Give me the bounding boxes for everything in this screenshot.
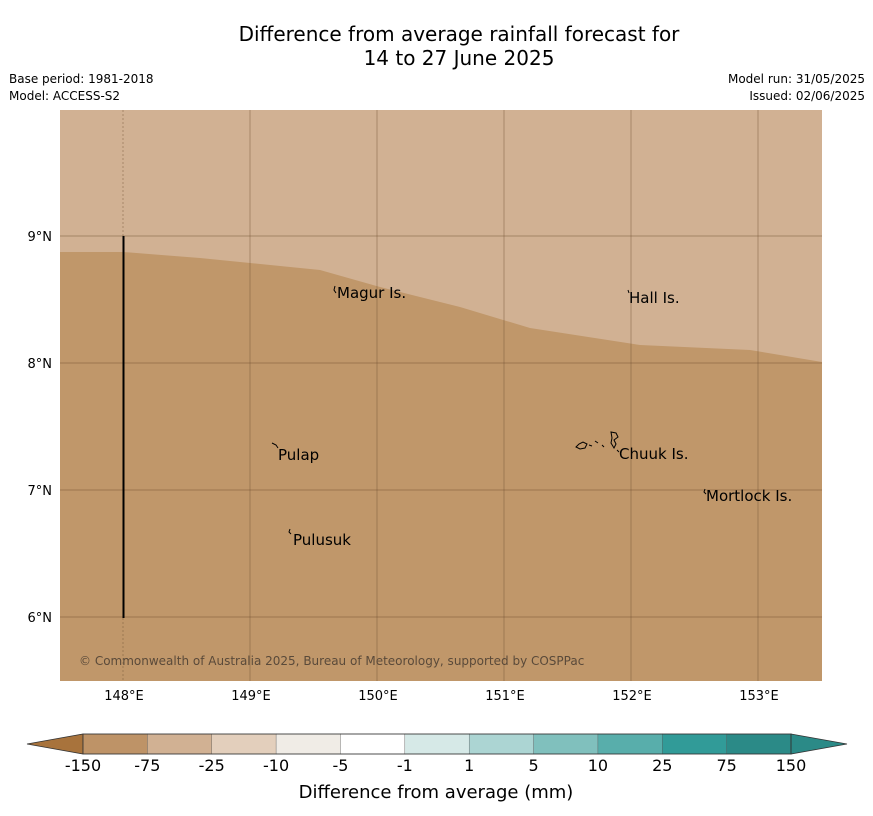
colorbar-segment <box>662 733 728 755</box>
colorbar-tick-label: -75 <box>134 756 160 775</box>
colorbar-tick-label: 75 <box>716 756 736 775</box>
place-label: Mortlock Is. <box>706 487 792 505</box>
chart-title: Difference from average rainfall forecas… <box>0 22 873 70</box>
colorbar-tick-labels: -150 -75 -25 -10 -5 -1 1 5 10 25 75 150 <box>65 756 806 775</box>
colorbar-segment <box>82 733 149 755</box>
colorbar-segment <box>211 733 277 755</box>
colorbar-tick-label: 10 <box>588 756 608 775</box>
colorbar-segment <box>340 733 406 755</box>
lon-tick-label: 150°E <box>358 689 398 704</box>
colorbar-title: Difference from average (mm) <box>299 782 574 803</box>
band-dark-brown <box>60 252 822 681</box>
colorbar-frame <box>82 733 792 755</box>
title-line-1: Difference from average rainfall forecas… <box>238 22 680 46</box>
lon-tick-label: 148°E <box>104 689 144 704</box>
colorbar-tick-label: 1 <box>464 756 474 775</box>
place-label: Hall Is. <box>629 289 680 307</box>
colorbar: -150 -75 -25 -10 -5 -1 1 5 10 25 75 150 Difference … <box>26 733 848 803</box>
island-outlines <box>271 285 707 535</box>
colorbar-segment <box>275 733 342 755</box>
island-pulusuk <box>288 528 292 535</box>
lon-tick-label: 149°E <box>231 689 271 704</box>
meta-left: Base period: 1981-2018 Model: ACCESS-S2 <box>9 71 154 105</box>
place-label: Pulap <box>278 446 319 464</box>
colorbar-tick-label: -10 <box>263 756 289 775</box>
place-label: Magur Is. <box>337 284 406 302</box>
map-panel: Magur Is. Hall Is. Pulap Chuuk Is. Mortl… <box>60 110 822 681</box>
island-chuuk <box>575 431 620 453</box>
lat-tick-label: 7°N <box>28 484 53 499</box>
copyright-text: © Commonwealth of Australia 2025, Bureau… <box>79 654 584 668</box>
colorbar-tick-label: 150 <box>776 756 807 775</box>
colorbar-segment <box>726 733 792 755</box>
lon-tick-label: 151°E <box>485 689 525 704</box>
lat-tick-label: 8°N <box>28 357 53 372</box>
island-magur <box>333 285 337 294</box>
base-period-text: Base period: 1981-2018 <box>9 72 154 86</box>
lat-tick-label: 6°N <box>28 611 53 626</box>
island-mortlock <box>703 488 707 495</box>
place-label: Chuuk Is. <box>619 445 688 463</box>
colorbar-tick-label: -1 <box>397 756 413 775</box>
colorbar-tick-label: -5 <box>332 756 348 775</box>
model-text: Model: ACCESS-S2 <box>9 89 121 103</box>
colorbar-extend-low <box>26 733 84 755</box>
colorbar-tick-label: 25 <box>652 756 672 775</box>
colorbar-tick-label: -25 <box>199 756 225 775</box>
model-run-text: Model run: 31/05/2025 <box>727 72 865 86</box>
lon-tick-label: 153°E <box>739 689 779 704</box>
island-pulap <box>271 442 279 449</box>
place-label: Pulusuk <box>293 531 351 549</box>
colorbar-extend-high <box>790 733 848 755</box>
colorbar-segment <box>468 733 535 755</box>
meta-right: Model run: 31/05/2025 Issued: 02/06/2025 <box>728 71 865 105</box>
lat-tick-label: 9°N <box>28 230 53 245</box>
colorbar-segment <box>533 733 599 755</box>
colorbar-segment <box>147 733 213 755</box>
lon-tick-labels: 148°E 149°E 150°E 151°E 152°E 153°E <box>104 689 779 704</box>
colorbar-segment <box>597 733 663 755</box>
colorbar-tick-label: 5 <box>528 756 538 775</box>
colorbar-segments <box>82 733 792 755</box>
title-line-2: 14 to 27 June 2025 <box>363 46 555 70</box>
issued-text: Issued: 02/06/2025 <box>749 89 865 103</box>
island-hall <box>627 289 630 294</box>
lon-tick-label: 152°E <box>612 689 652 704</box>
colorbar-segment <box>404 733 470 755</box>
colorbar-tick-label: -150 <box>65 756 101 775</box>
lat-tick-labels: 9°N 8°N 7°N 6°N <box>28 230 53 626</box>
